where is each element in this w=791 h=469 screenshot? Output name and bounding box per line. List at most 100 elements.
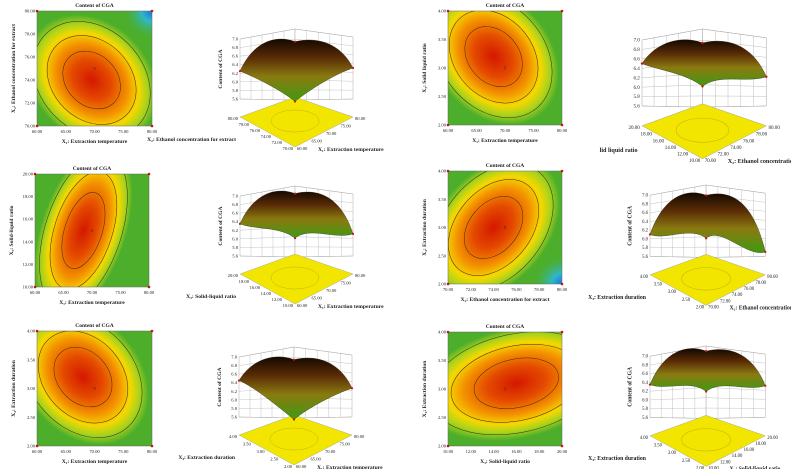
floor-left-tick-label: 10.00 [689,158,701,164]
x-tick-label: 75.00 [115,290,126,295]
z-tick-label: 6.4 [231,380,237,385]
x-tick-label: 65.00 [471,128,482,133]
center-point-label: 5 [504,225,507,230]
floor-left-tick-label: 2.00 [696,466,705,469]
floor-right-tick-label: 80.00 [354,434,365,439]
y-tick-label: 2.50 [438,94,447,99]
x-axis-label: X₃: Solid-liquid ratio [480,459,530,465]
x-tick-label: 60.00 [32,449,43,454]
floor-right-axis-label: X₁: Extraction temperature [318,147,384,153]
contour-plot-6: 5 Content of CGA 10.00 12.00 14.00 16.00 18.00… [422,324,568,465]
z-tick-label: 6.8 [642,363,649,368]
contour-line [448,11,539,104]
design-point [293,237,297,240]
floor-left-tick-label: 72.00 [272,140,283,145]
floor-right-tick-label: 76.00 [744,287,755,292]
contour-plot-3: 5 Content of CGA 60.00 65.00 70.00 75.00 80.00… [9,166,155,306]
floor-right-tick-label: 14.00 [732,454,743,459]
floor-left-tick-label: 12.00 [272,297,283,302]
center-point-label: 5 [93,66,96,71]
contour-line [46,35,137,125]
design-point [765,75,768,78]
design-point [292,358,296,361]
floor-contour-plane [649,415,766,467]
design-point [293,192,297,195]
x-tick-label: 60.00 [30,290,41,295]
z-tick-label: 5.8 [232,245,238,250]
x-tick-label: 10.00 [443,449,454,454]
x-tick-label: 70.00 [443,287,454,292]
response-heatmap [37,331,149,445]
surface-plot-4: 5.6 5.8 6.0 6.2 6.4 6.6 6.8 7.0 Content of CGA 4.… [588,184,791,311]
surface-plot-2: 5.65.86.06.26.46.66.87.020.0018.0016.001… [600,28,791,165]
y-tick-label: 4.00 [438,9,447,14]
floor-right-tick-label: 75.00 [340,442,351,447]
floor-left-axis-label: X₄: Extraction duration [178,455,236,461]
y-tick-label: 2.50 [438,415,447,420]
x-tick-label: 65.00 [61,449,72,454]
y-tick-label: 74.00 [25,78,36,83]
z-tick-label: 6.4 [642,220,649,225]
design-point [648,233,652,236]
x-tick-label: 75.00 [118,449,129,454]
design-point [33,285,37,289]
y-tick-label: 2.00 [438,123,447,128]
design-point [560,282,564,286]
y-tick-label: 3.00 [27,386,36,391]
design-point [293,100,297,103]
x-tick-label: 12.00 [466,449,477,454]
floor-left-tick-label: 3.00 [668,290,677,295]
chart-title: Content of CGA [73,166,112,172]
floor-left-tick-label: 18.00 [641,132,653,138]
z-axis-label: Content of CGA [218,49,224,88]
design-point [292,418,296,421]
x-axis-label: X₂: Ethanol concentration for extract [461,297,550,303]
x-tick-label: 65.00 [61,129,72,134]
design-point [147,285,151,289]
z-tick-label: 5.6 [232,97,238,102]
contour-line [464,196,524,259]
z-tick-label: 5.6 [642,416,649,421]
plot-frame [447,170,563,285]
z-tick-label: 6.2 [642,229,649,234]
y-tick-label: 2.00 [438,444,447,449]
design-point [446,282,450,286]
contour-line [49,174,118,287]
floor-right-tick-label: 60.00 [297,146,308,151]
design-point [350,387,354,390]
plot-frame [447,331,563,447]
grid-line [239,28,354,40]
design-point [764,384,767,387]
y-axis-label: X₄: Extraction duration [422,198,428,256]
design-point [704,390,708,393]
x-tick-label: 80.00 [557,128,568,133]
z-tick-label: 6.0 [642,398,649,403]
contour-fill [37,331,152,446]
design-point [701,85,704,88]
y-tick-label: 18.00 [23,194,34,199]
floor-left-tick-label: 10.00 [283,303,294,308]
contour-fill [37,11,152,126]
floor-right-tick-label: 80.00 [355,273,366,278]
z-tick-label: 6.6 [232,211,238,216]
x-axis-label: X₁: Extraction temperature [472,138,538,144]
design-point [237,379,241,382]
z-tick-label: 6.2 [642,390,649,395]
center-point-label: 5 [504,66,507,71]
z-tick-label: 6.4 [232,62,238,67]
design-point [35,329,39,333]
contour-line [450,343,562,423]
z-axis-label: Content of CGA [217,367,223,406]
floor-right-tick-label: 65.00 [312,139,323,144]
y-tick-label: 4.00 [438,169,447,174]
y-tick-label: 3.50 [438,37,447,42]
z-tick-label: 6.4 [633,66,640,72]
z-tick-label: 6.6 [633,57,640,63]
z-tick-label: 6.6 [642,211,649,216]
x-tick-label: 60.00 [32,129,43,134]
floor-left-tick-label: 2.50 [682,298,691,303]
floor-left-tick-label: 18.00 [239,279,250,284]
floor-right-tick-label: 72.00 [720,299,731,304]
floor-contour-line [270,109,320,133]
